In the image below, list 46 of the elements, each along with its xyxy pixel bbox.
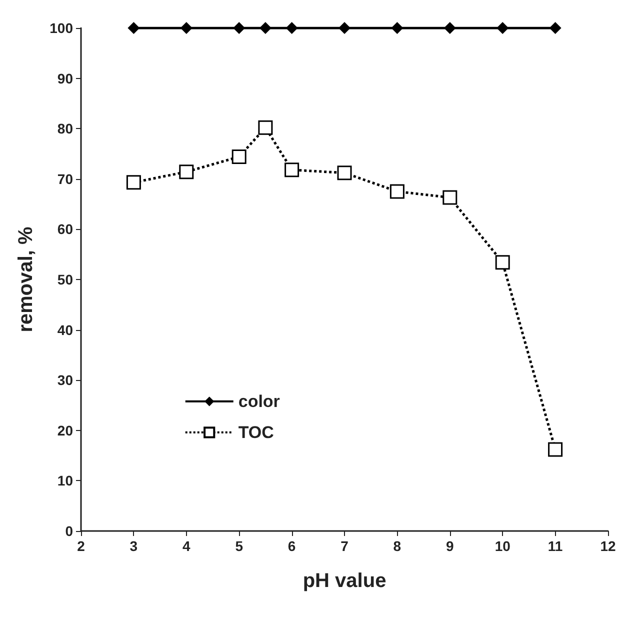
y-tick-label: 50	[57, 272, 74, 288]
point	[549, 22, 562, 34]
x-tick-label: 11	[548, 538, 563, 554]
y-tick-label: 100	[50, 20, 74, 36]
point	[444, 22, 456, 34]
point	[390, 184, 404, 199]
y-axis-title: removal, %	[15, 226, 37, 332]
point	[259, 22, 272, 34]
x-tick-label: 7	[340, 538, 349, 554]
legend-label: TOC	[238, 422, 274, 442]
point	[337, 166, 352, 180]
point	[496, 22, 509, 34]
y-tick-label: 0	[65, 523, 74, 539]
x-tick-label: 5	[235, 538, 244, 554]
x-tick-label: 10	[494, 538, 511, 554]
point	[442, 190, 458, 205]
y-tick-label: 80	[57, 120, 74, 137]
y-tick-label: 30	[57, 372, 74, 388]
point	[179, 164, 194, 180]
x-tick-label: 8	[393, 538, 402, 554]
point	[233, 22, 246, 34]
point	[286, 22, 298, 34]
point	[284, 162, 300, 178]
legend-label: color	[238, 392, 280, 411]
x-tick-label: 6	[288, 538, 296, 554]
x-tick-label: 12	[600, 538, 616, 554]
point	[391, 22, 404, 34]
x-tick-label: 2	[77, 538, 86, 554]
x-tick-label: 3	[130, 538, 138, 554]
point	[126, 175, 141, 190]
point	[338, 22, 350, 34]
y-tick-label: 70	[57, 170, 74, 187]
x-tick-label: 4	[182, 538, 190, 554]
x-axis-title: pH value	[302, 570, 386, 592]
point	[548, 442, 563, 457]
y-tick-label: 20	[57, 422, 74, 438]
y-tick-label: 60	[57, 221, 74, 238]
y-tick-label: 40	[57, 322, 74, 338]
y-tick-label: 10	[57, 472, 74, 489]
point	[258, 120, 273, 135]
x-tick-label: 9	[446, 538, 454, 554]
point	[495, 255, 510, 270]
y-tick-label: 90	[57, 70, 74, 86]
point	[128, 22, 140, 34]
point	[232, 150, 246, 164]
point	[180, 22, 192, 34]
